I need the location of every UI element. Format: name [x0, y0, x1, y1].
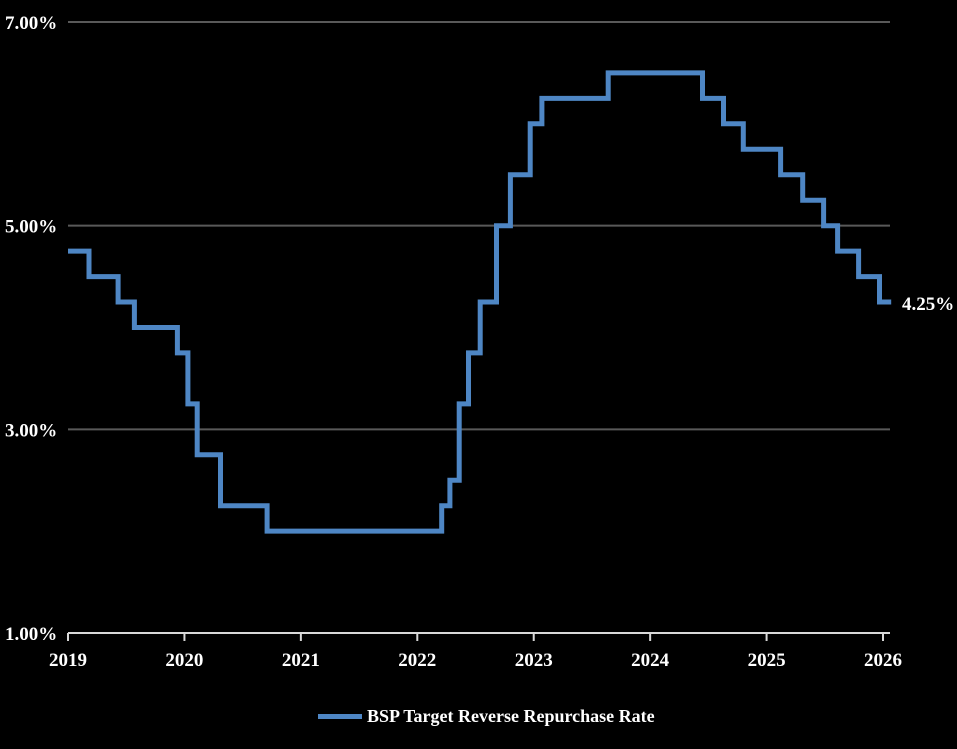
y-axis-label: 5.00% [5, 217, 57, 238]
x-axis-label: 2019 [49, 650, 87, 671]
y-axis-label: 1.00% [5, 624, 57, 645]
x-axis-label: 2020 [165, 650, 203, 671]
y-axis-label: 3.00% [5, 420, 57, 441]
x-axis-label: 2025 [748, 650, 786, 671]
x-axis-label: 2026 [864, 650, 902, 671]
x-axis-label: 2022 [398, 650, 436, 671]
last-value-label: 4.25% [902, 294, 955, 315]
y-axis-label: 7.00% [5, 13, 57, 34]
x-axis-label: 2021 [282, 650, 320, 671]
legend: BSP Target Reverse Repurchase Rate [318, 706, 655, 727]
rate-step-line [68, 70, 892, 534]
x-axis-label: 2024 [631, 650, 670, 671]
legend-series-label: BSP Target Reverse Repurchase Rate [367, 706, 655, 726]
x-axis-label: 2023 [515, 650, 553, 671]
legend-line-sample [318, 714, 362, 719]
